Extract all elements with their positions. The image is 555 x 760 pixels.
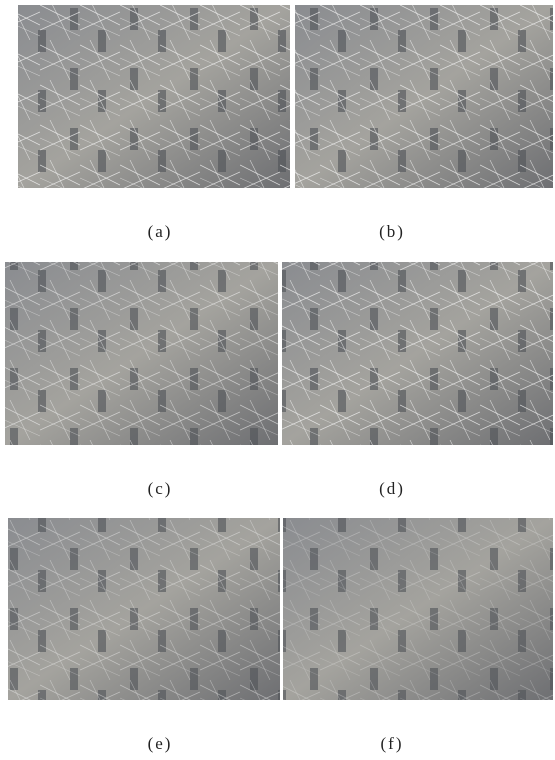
- photo: [282, 262, 553, 445]
- panel-grid: [5, 5, 553, 700]
- caption: (c): [148, 479, 173, 498]
- photo: [295, 5, 553, 188]
- caption: (f): [381, 734, 404, 753]
- caption: (d): [379, 479, 405, 498]
- figure: (a) (b) (c) (d) (e) (f): [0, 0, 555, 760]
- photo: [18, 5, 290, 188]
- caption: (e): [148, 734, 173, 753]
- caption: (b): [379, 222, 405, 241]
- photo: [5, 262, 278, 445]
- caption: (a): [148, 222, 173, 241]
- photo: [8, 518, 280, 700]
- photo: [283, 518, 553, 700]
